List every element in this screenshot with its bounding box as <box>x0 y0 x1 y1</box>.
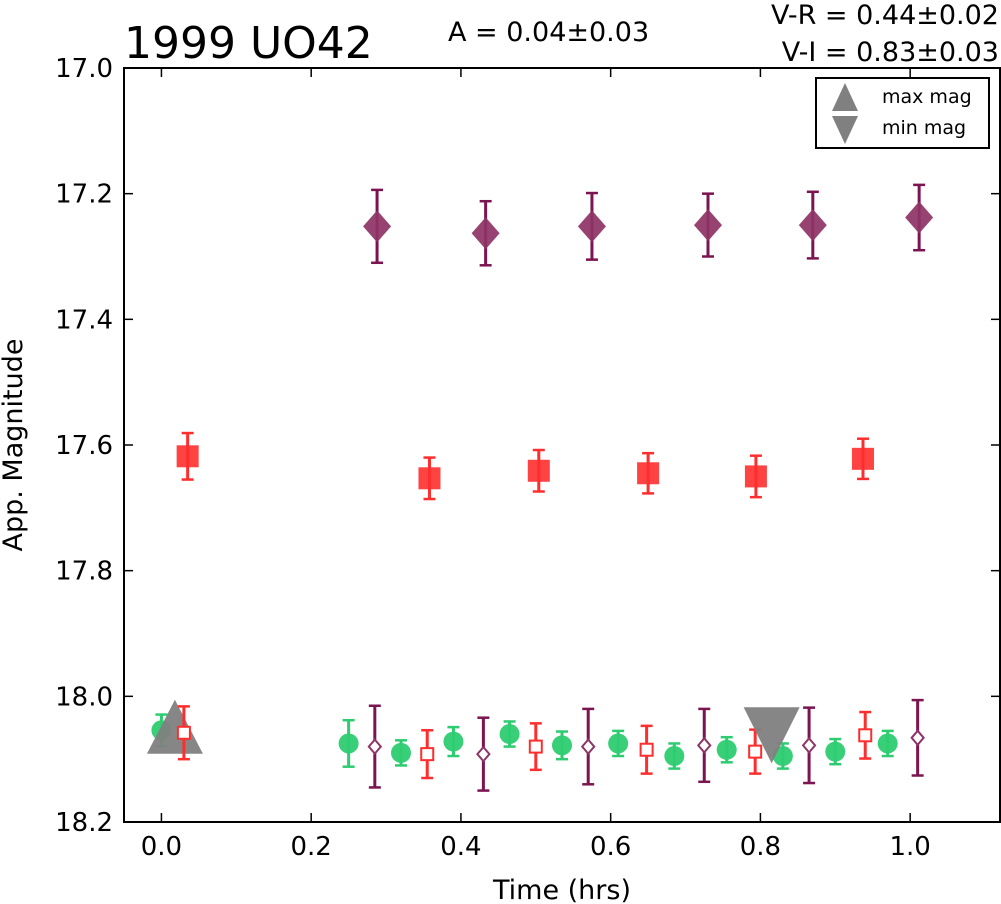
data-point-square <box>744 465 767 488</box>
data-point-open-diamond <box>476 745 491 763</box>
data-point-circle <box>664 746 685 767</box>
data-point-circle <box>443 731 464 752</box>
y-axis-ticks: 17.0 17.2 17.4 17.6 17.8 18.0 18.2 <box>55 54 1000 838</box>
data-point-diamond <box>905 201 934 234</box>
data-point-circle <box>338 733 359 754</box>
data-point-circle <box>772 746 793 767</box>
data-point-open-diamond <box>367 738 383 756</box>
data-point-diamond <box>798 209 827 242</box>
data-point-circle <box>552 735 572 756</box>
data-point-diamond <box>363 210 392 243</box>
legend: max mag min mag <box>815 77 990 149</box>
x-tick-label: 0.4 <box>440 832 481 862</box>
max-mag-marker <box>146 699 203 754</box>
data-point-circle <box>716 739 737 760</box>
data-point-open-diamond <box>580 738 596 756</box>
x-tick-label: 1.0 <box>889 832 930 862</box>
y-tick-label: 17.2 <box>55 180 113 210</box>
data-point-open-square <box>858 728 873 743</box>
data-point-circle <box>391 742 412 763</box>
data-point-open-square <box>176 725 191 740</box>
x-axis-label: Time (hrs) <box>492 875 631 904</box>
data-point-circle <box>499 724 520 745</box>
data-point-open-diamond <box>910 729 925 747</box>
y-tick-label: 17.8 <box>55 557 113 587</box>
data-point-open-diamond <box>801 736 817 754</box>
y-tick-label: 18.0 <box>55 682 113 712</box>
data-point-circle <box>825 741 846 762</box>
plot-marks <box>146 183 934 792</box>
data-point-diamond <box>577 210 606 243</box>
vr-annotation: V-R = 0.44±0.02 <box>771 0 999 31</box>
data-point-open-diamond <box>696 736 712 754</box>
data-point-open-square <box>639 742 654 757</box>
data-point-square <box>637 462 660 485</box>
data-point-diamond <box>694 209 722 242</box>
y-axis-label: App. Magnitude <box>0 339 29 552</box>
x-tick-label: 0.6 <box>590 832 631 862</box>
plot-frame <box>123 67 1001 823</box>
amplitude-annotation: A = 0.04±0.03 <box>448 17 649 48</box>
legend-max-mag-marker <box>832 83 858 111</box>
y-tick-label: 17.0 <box>55 54 113 84</box>
legend-min-mag-marker <box>832 116 858 144</box>
data-point-square <box>418 467 441 490</box>
x-tick-label: 0.0 <box>141 832 182 862</box>
y-tick-label: 17.4 <box>55 305 113 335</box>
min-mag-marker <box>743 707 800 764</box>
data-point-circle <box>877 733 898 754</box>
data-point-square <box>527 459 550 482</box>
x-tick-label: 0.8 <box>740 832 781 862</box>
data-point-open-square <box>528 739 543 754</box>
y-tick-label: 17.6 <box>55 431 113 461</box>
legend-max-mag-label: max mag <box>882 86 972 108</box>
legend-min-mag-label: min mag <box>882 117 966 139</box>
data-point-open-square <box>748 744 763 759</box>
x-tick-label: 0.2 <box>290 832 331 862</box>
data-point-square <box>176 445 199 468</box>
data-point-circle <box>608 733 629 754</box>
data-point-diamond <box>471 217 500 250</box>
data-point-open-square <box>420 747 435 762</box>
vi-annotation: V-I = 0.83±0.03 <box>782 37 999 68</box>
x-axis-ticks: 0.0 0.2 0.4 0.6 0.8 1.0 <box>141 68 931 862</box>
chart-title: 1999 UO42 <box>124 18 373 69</box>
y-tick-label: 18.2 <box>55 808 113 838</box>
data-point-square <box>851 447 874 470</box>
